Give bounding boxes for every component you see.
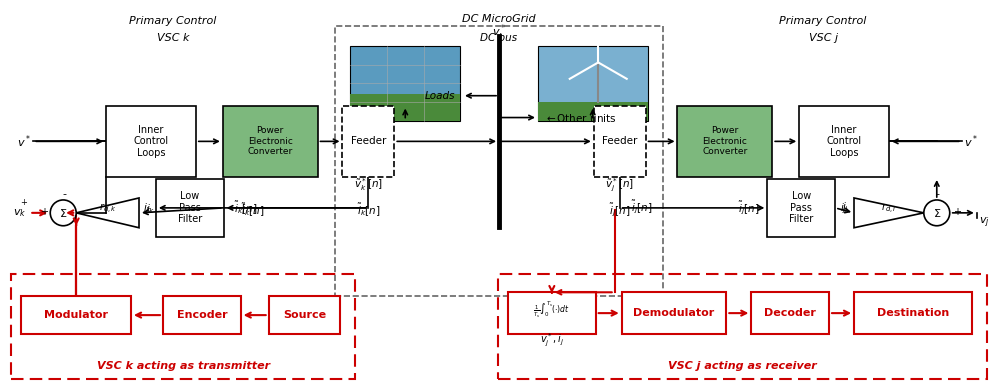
Text: $i_j$: $i_j$ [840,202,847,216]
Text: $\Sigma$: $\Sigma$ [932,207,941,219]
Text: $\tilde{v}_k^*[n]$: $\tilde{v}_k^*[n]$ [354,177,383,193]
Text: $v_k$: $v_k$ [13,207,27,219]
FancyBboxPatch shape [163,296,240,334]
Text: DC MicroGrid: DC MicroGrid [463,14,535,24]
FancyBboxPatch shape [752,292,830,334]
Text: VSC j: VSC j [809,33,837,43]
Text: Demodulator: Demodulator [633,308,715,318]
Text: Loads: Loads [425,91,455,101]
Text: -: - [62,189,66,199]
Text: Inner
Control
Loops: Inner Control Loops [827,125,861,158]
Text: $\leftarrow$Other units: $\leftarrow$Other units [544,112,616,124]
Text: $\tilde{v}_j^*[n]$: $\tilde{v}_j^*[n]$ [605,176,634,194]
Text: $v_j$: $v_j$ [979,216,989,230]
Text: $i_k$: $i_k$ [143,201,153,215]
Text: +: + [953,207,961,217]
Text: Modulator: Modulator [44,310,109,320]
Text: Source: Source [283,310,326,320]
Text: +: + [40,207,48,217]
Text: $\frac{1}{T_s}\int_0^{T_s}(\cdot)dt$: $\frac{1}{T_s}\int_0^{T_s}(\cdot)dt$ [533,299,570,320]
Text: $\tilde{i}_k[n]$: $\tilde{i}_k[n]$ [233,199,257,216]
Text: $v^*$: $v^*$ [964,133,978,150]
FancyBboxPatch shape [622,292,727,334]
Text: $r_{d,i}$: $r_{d,i}$ [881,202,896,216]
FancyBboxPatch shape [538,46,648,121]
FancyBboxPatch shape [156,179,223,237]
Text: Low
Pass
Filter: Low Pass Filter [177,191,202,224]
FancyBboxPatch shape [538,102,648,121]
Text: $\tilde{i}_j[n]$: $\tilde{i}_j[n]$ [609,201,630,219]
Text: $r_{d,k}$: $r_{d,k}$ [99,202,117,216]
Text: $i_j$: $i_j$ [842,201,848,215]
Text: Feeder: Feeder [351,136,386,146]
FancyBboxPatch shape [342,105,394,177]
FancyBboxPatch shape [222,105,317,177]
Text: $\Sigma$: $\Sigma$ [59,207,68,219]
FancyBboxPatch shape [594,105,646,177]
Text: -: - [936,189,940,199]
Text: $v^*$: $v^*$ [17,133,31,150]
Text: VSC k: VSC k [157,33,189,43]
Text: Encoder: Encoder [176,310,227,320]
FancyBboxPatch shape [678,105,773,177]
Text: Inner
Control
Loops: Inner Control Loops [134,125,168,158]
Text: $\tilde{i}_j[n]$: $\tilde{i}_j[n]$ [738,199,760,217]
FancyBboxPatch shape [350,46,460,121]
Text: VSC k acting as transmitter: VSC k acting as transmitter [97,361,270,371]
Text: +: + [20,198,27,208]
Text: Primary Control: Primary Control [780,16,866,26]
Text: $i_k$: $i_k$ [146,202,156,216]
FancyBboxPatch shape [800,105,889,177]
FancyBboxPatch shape [268,296,340,334]
FancyBboxPatch shape [854,292,972,334]
Text: $\tilde{i}_k[n]$: $\tilde{i}_k[n]$ [241,201,264,218]
FancyBboxPatch shape [21,296,131,334]
Text: Destination: Destination [876,308,949,318]
Text: VSC j acting as receiver: VSC j acting as receiver [668,361,817,371]
Text: Power
Electronic
Converter: Power Electronic Converter [247,126,293,156]
Text: $v_j^*,i_j$: $v_j^*,i_j$ [539,331,564,349]
FancyBboxPatch shape [508,292,596,334]
FancyBboxPatch shape [106,105,195,177]
Text: Power
Electronic
Converter: Power Electronic Converter [702,126,748,156]
Text: DC bus: DC bus [481,33,517,43]
Text: $\tilde{i}_j[n]$: $\tilde{i}_j[n]$ [631,198,652,216]
FancyBboxPatch shape [768,179,835,237]
Text: $v^*$: $v^*$ [492,23,506,40]
Text: $\tilde{i}_k[n]$: $\tilde{i}_k[n]$ [357,201,380,218]
Text: Primary Control: Primary Control [130,16,216,26]
Text: Decoder: Decoder [765,308,817,318]
Text: Low
Pass
Filter: Low Pass Filter [789,191,814,224]
FancyBboxPatch shape [350,94,460,121]
Text: Feeder: Feeder [602,136,637,146]
Circle shape [50,200,76,226]
Circle shape [924,200,950,226]
